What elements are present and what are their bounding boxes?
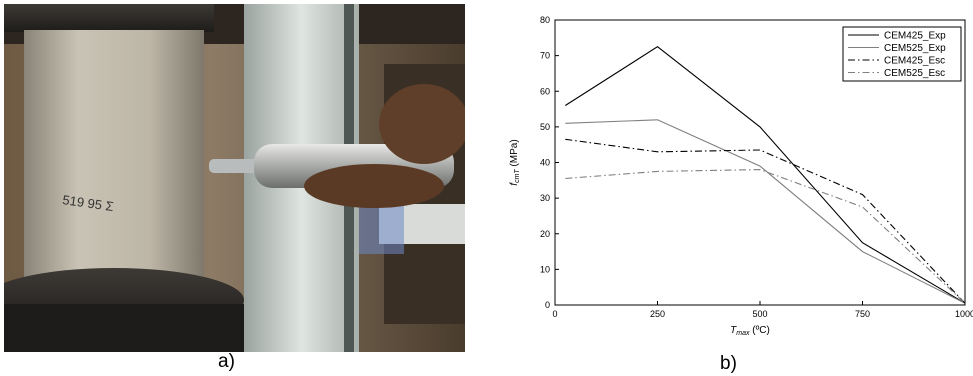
y-tick-label: 40 [540, 158, 550, 168]
series-line-cem525-esc [565, 169, 966, 304]
y-tick-label: 60 [540, 86, 550, 96]
x-tick-label: 1000 [955, 309, 973, 319]
x-tick-label: 500 [752, 309, 767, 319]
series-line-cem525-exp [565, 119, 966, 304]
caption-a: a) [218, 351, 235, 372]
rebound-hammer-photo: 519 95 Σ [4, 4, 465, 352]
y-tick-label: 30 [540, 193, 550, 203]
y-tick-label: 0 [545, 300, 550, 310]
temperature-strength-chart: 0 10 20 30 40 50 60 70 80 0 250 500 750 1000 CEM425_E… [509, 15, 973, 337]
y-tick-label: 50 [540, 122, 550, 132]
series-line-cem425-exp [565, 46, 966, 304]
specimen-handwritten-mark: 519 95 Σ [62, 192, 115, 214]
x-tick-label: 0 [552, 309, 557, 319]
series-line-cem425-esc [565, 138, 966, 304]
y-tick-label: 20 [540, 229, 550, 239]
legend-label: CEM525_Esc [884, 68, 945, 79]
x-axis-label: Tmax (ºC) [730, 325, 770, 337]
y-axis-label: fcmT (MPa) [509, 139, 521, 185]
legend-label: CEM525_Exp [884, 43, 946, 54]
y-tick-label: 70 [540, 51, 550, 61]
x-tick-label: 250 [650, 309, 665, 319]
legend-label: CEM425_Esc [884, 56, 945, 67]
y-tick-label: 10 [540, 264, 550, 274]
x-tick-label: 750 [855, 309, 870, 319]
legend-label: CEM425_Exp [884, 31, 946, 42]
y-tick-label: 80 [540, 15, 550, 25]
caption-b: b) [720, 353, 737, 374]
